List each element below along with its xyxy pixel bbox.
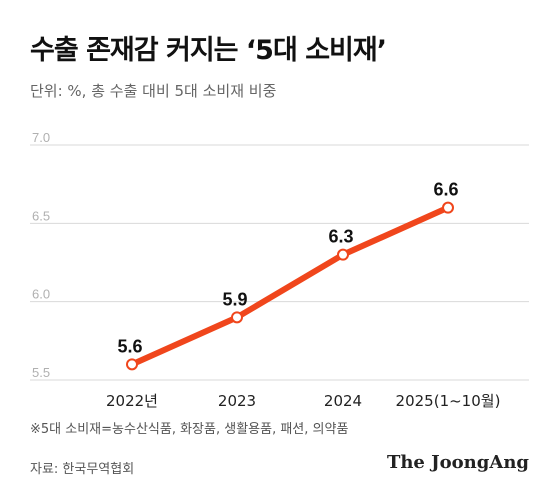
y-tick-label: 6.0 [32, 287, 50, 302]
grid-layer: 7.0 6.5 6.0 5.5 [30, 130, 529, 381]
line-layer [129, 204, 451, 368]
data-point-0 [126, 358, 138, 371]
brand-logo: The JoongAng [386, 452, 529, 473]
data-label-0: 5.6 [117, 336, 142, 356]
footnote: ※5대 소비재=농수산식품, 화장품, 생활용품, 패션, 의약품 [30, 422, 349, 437]
data-label-3: 6.6 [433, 180, 458, 200]
x-tick-label-0: 2022년 [106, 392, 158, 410]
point-layer [126, 201, 454, 371]
x-tick-layer: 2022년 2023 2024 2025(1~10월) [106, 392, 500, 410]
value-label-layer: 5.6 5.9 6.3 6.6 [117, 180, 458, 357]
y-tick-label: 6.5 [32, 208, 50, 223]
chart-title: 수출 존재감 커지는 ‘5대 소비재’ [30, 35, 387, 66]
source-credit: 자료: 한국무역협회 [30, 462, 135, 477]
x-tick-label-2: 2024 [324, 392, 362, 410]
data-label-2: 6.3 [328, 227, 353, 247]
data-point-2 [337, 248, 349, 261]
data-point-1 [231, 311, 243, 324]
y-tick-label: 5.5 [32, 365, 50, 380]
y-tick-label: 7.0 [32, 130, 50, 145]
series-line [129, 204, 451, 368]
data-label-1: 5.9 [222, 289, 247, 309]
x-tick-label-3: 2025(1~10월) [396, 392, 501, 410]
x-tick-label-1: 2023 [218, 392, 256, 410]
chart-subtitle: 단위: %, 총 수출 대비 5대 소비재 비중 [30, 82, 277, 100]
data-point-3 [442, 201, 454, 214]
